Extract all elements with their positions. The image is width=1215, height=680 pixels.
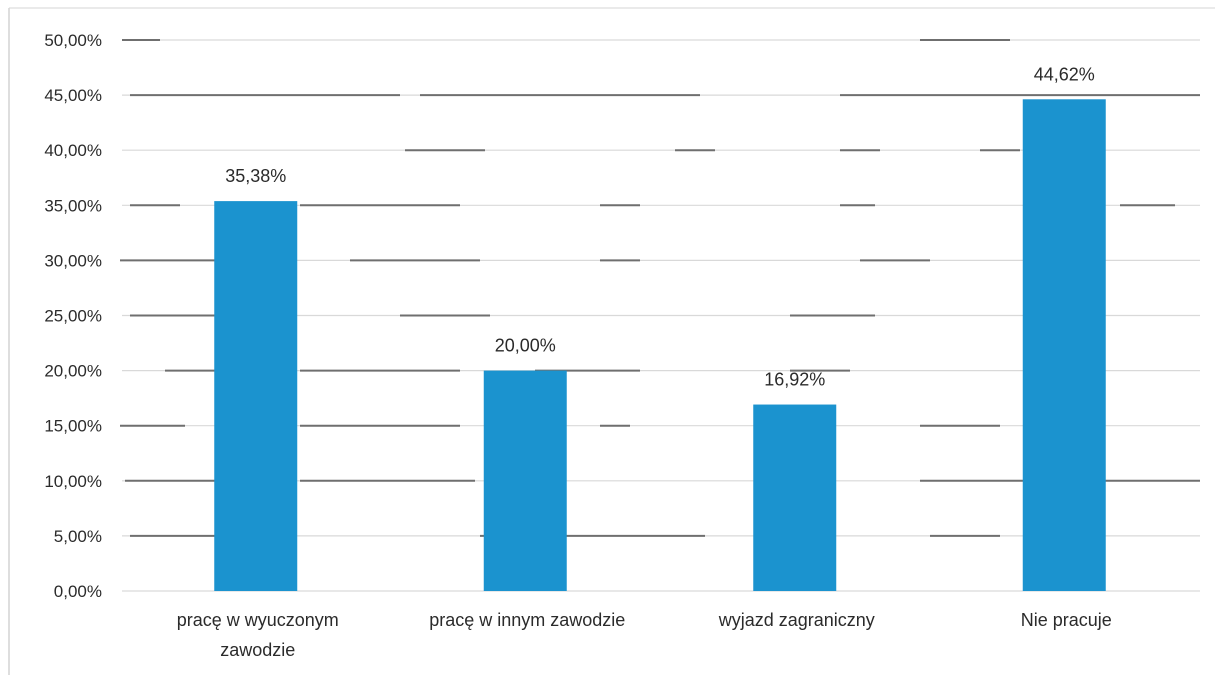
x-axis-categories: pracę w wyuczonym zawodzie pracę w innym z… [177, 610, 1112, 660]
bar [753, 404, 837, 591]
data-label: 20,00% [495, 336, 556, 356]
category-label: pracę w innym zawodzie [429, 610, 625, 630]
data-label: 44,62% [1034, 64, 1095, 84]
y-tick-label: 40,00% [44, 141, 102, 160]
data-label: 35,38% [225, 166, 286, 186]
y-tick-label: 10,00% [44, 472, 102, 491]
grid-layer [122, 39, 1200, 592]
bar [483, 370, 567, 591]
y-tick-label: 30,00% [44, 251, 102, 270]
y-tick-label: 0,00% [54, 582, 102, 601]
y-tick-label: 20,00% [44, 362, 102, 381]
y-axis-ticks: 0,00% 5,00% 10,00% 15,00% 20,00% 25,00% 30,00%… [44, 31, 102, 601]
bar [1022, 99, 1106, 591]
data-label: 16,92% [764, 370, 825, 390]
scan-artifact-layer [120, 39, 1200, 537]
category-label: pracę w wyuczonym [177, 610, 339, 630]
category-label: wyjazd zagraniczny [718, 610, 875, 630]
y-tick-label: 15,00% [44, 417, 102, 436]
y-tick-label: 35,00% [44, 196, 102, 215]
y-tick-label: 5,00% [54, 527, 102, 546]
category-label: Nie pracuje [1021, 610, 1112, 630]
y-tick-label: 25,00% [44, 307, 102, 326]
bar-layer [214, 99, 1106, 591]
y-tick-label: 50,00% [44, 31, 102, 50]
bar [214, 201, 298, 591]
y-tick-label: 45,00% [44, 86, 102, 105]
data-labels: 35,38% 20,00% 16,92% 44,62% [225, 64, 1095, 389]
category-label: zawodzie [220, 640, 295, 660]
